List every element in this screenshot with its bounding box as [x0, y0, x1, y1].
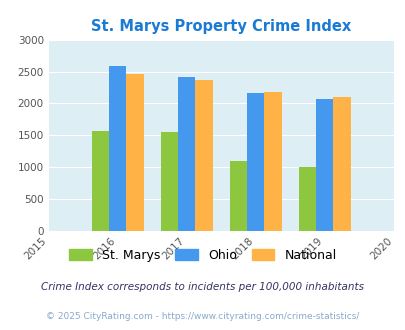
Bar	[178, 77, 195, 231]
Text: Crime Index corresponds to incidents per 100,000 inhabitants: Crime Index corresponds to incidents per…	[41, 282, 364, 292]
Bar	[333, 97, 350, 231]
Bar	[92, 131, 109, 231]
Bar	[247, 92, 264, 231]
Bar	[126, 74, 143, 231]
Legend: St. Marys, Ohio, National: St. Marys, Ohio, National	[64, 244, 341, 267]
Text: © 2025 CityRating.com - https://www.cityrating.com/crime-statistics/: © 2025 CityRating.com - https://www.city…	[46, 312, 359, 321]
Bar	[298, 167, 315, 231]
Bar	[109, 66, 126, 231]
Bar	[229, 161, 247, 231]
Bar	[264, 92, 281, 231]
Title: St. Marys Property Crime Index: St. Marys Property Crime Index	[91, 19, 351, 34]
Bar	[315, 99, 333, 231]
Bar	[195, 81, 212, 231]
Bar	[160, 132, 178, 231]
